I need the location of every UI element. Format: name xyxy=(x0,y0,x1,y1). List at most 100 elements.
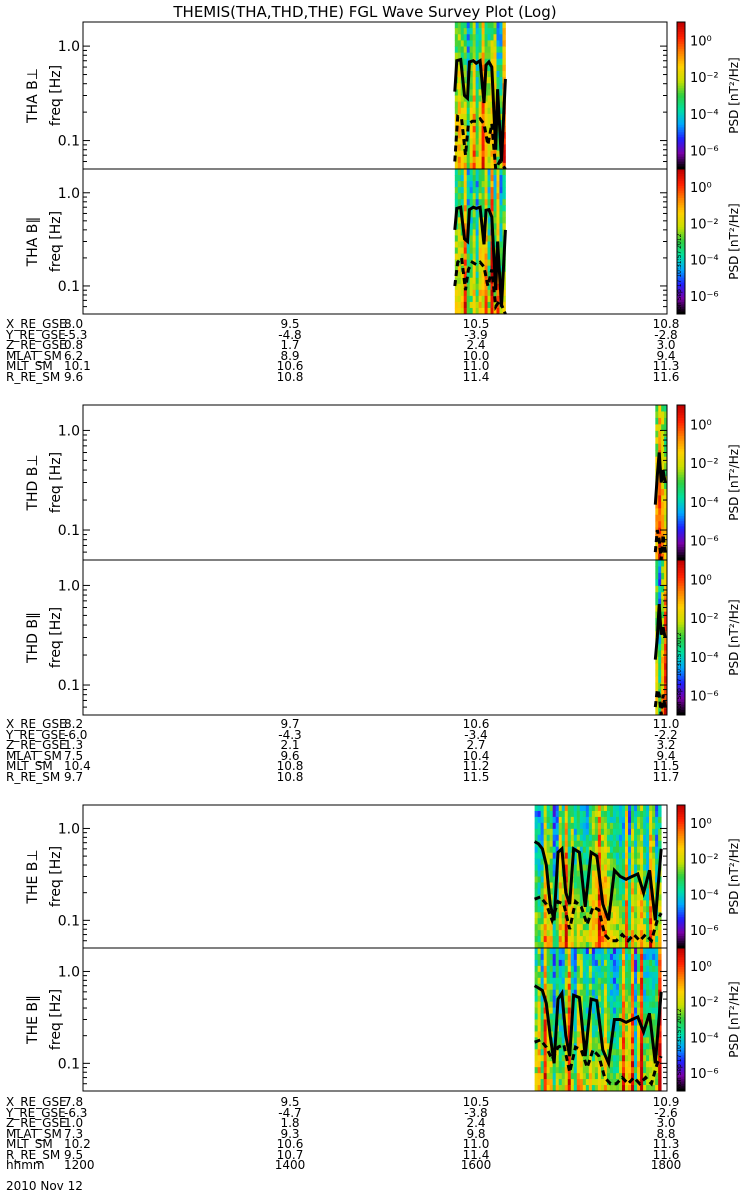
panel-1-spectrogram-cell xyxy=(466,193,471,200)
panel-1-spectrogram-cell xyxy=(493,223,497,230)
panel-1-spectrogram-cell xyxy=(478,223,483,230)
panel-5-spectrogram-cell xyxy=(582,965,587,973)
panel-5-spectrogram-cell xyxy=(597,1049,602,1056)
panel-5-spectrogram-cell xyxy=(615,1019,620,1026)
panel-4-spectrogram-cell xyxy=(606,840,611,848)
panel-5-spectrogram-cell xyxy=(543,983,548,991)
panel-1-colorbar-segment xyxy=(677,285,685,288)
panel-5-colorbar-segment xyxy=(677,1024,685,1028)
panel-4-spectrogram-cell xyxy=(649,822,653,830)
panel-5-spectrogram-cell xyxy=(579,1043,584,1050)
panel-0-spectrogram-cell xyxy=(493,71,497,78)
panel-5-spectrogram-cell xyxy=(585,1007,590,1014)
panel-1-colorbar-segment xyxy=(677,212,685,216)
panel-5-spectrogram-cell xyxy=(558,1037,563,1044)
panel-0-colorbar-segment xyxy=(677,31,685,35)
panel-4-spectrogram-cell xyxy=(631,846,635,854)
panel-5-spectrogram-cell xyxy=(558,1001,563,1008)
panel-5-spectrogram-cell xyxy=(618,983,623,991)
panel-1-spectrogram-cell xyxy=(487,223,491,230)
panel-4-spectrogram-cell xyxy=(621,900,626,907)
panel-1-spectrogram-cell xyxy=(496,217,500,224)
panel-4-spectrogram-cell xyxy=(637,918,641,925)
panel-4-colorbar-segment xyxy=(677,881,685,885)
panel-4-colorbar-segment xyxy=(677,871,685,875)
panel-3-ytick-label: 1.0 xyxy=(58,578,80,594)
panel-4-colorbar-segment xyxy=(677,850,685,854)
panel-1-spectrogram-cell xyxy=(493,211,497,218)
panel-5-spectrogram-cell xyxy=(594,1073,599,1080)
panel-5-spectrogram-cell xyxy=(600,1073,605,1080)
panel-5-spectrogram-cell xyxy=(649,1073,653,1080)
panel-5-spectrogram-cell xyxy=(628,1061,632,1068)
panel-5-spectrogram-cell xyxy=(640,1055,644,1062)
panel-5-spectrogram-cell xyxy=(615,965,620,973)
panel-4-spectrogram-cell xyxy=(600,918,605,925)
panel-5-spectrogram-cell xyxy=(567,1055,572,1062)
panel-4-spectrogram-cell xyxy=(634,930,638,937)
panel-5-spectrogram-cell xyxy=(540,1085,545,1092)
panel-0-spectrogram-cell xyxy=(475,22,480,29)
panel-4-spectrogram-cell xyxy=(628,870,632,877)
panel-1-spectrogram-cell xyxy=(490,295,494,303)
panel-5-spectrogram-cell xyxy=(567,1013,572,1020)
panel-5-spectrogram-cell xyxy=(615,959,620,967)
panel-4-spectrogram-cell xyxy=(540,894,545,901)
panel-4-spectrogram-cell xyxy=(549,805,554,812)
panel-5-spectrogram-cell xyxy=(585,959,590,967)
panel-5-spectrogram-cell xyxy=(570,989,575,997)
panel-4-spectrogram-cell xyxy=(573,882,578,889)
panel-5-spectrogram-cell xyxy=(643,1049,647,1056)
panel-1-spectrogram-cell xyxy=(490,301,494,309)
panel-0-spectrogram-cell xyxy=(460,113,465,121)
panel-5-spectrogram-cell xyxy=(597,948,602,955)
panel-4-spectrogram-cell xyxy=(549,936,554,943)
panel-1-spectrogram-cell xyxy=(478,199,483,206)
panel-5-spectrogram-cell xyxy=(652,965,656,973)
panel-0-spectrogram-cell xyxy=(457,83,462,90)
panel-5-spectrogram-cell xyxy=(567,977,572,985)
orbit-row-value: 9.6 xyxy=(64,369,84,384)
panel-5-spectrogram-cell xyxy=(600,983,605,991)
panel-5-spectrogram-cell xyxy=(646,983,650,991)
panel-4-spectrogram-cell xyxy=(594,900,599,907)
panel-5-spectrogram-cell xyxy=(609,1067,614,1074)
panel-1-spectrogram-cell xyxy=(481,181,485,188)
panel-5-spectrogram-cell xyxy=(549,953,554,961)
panel-5-spectrogram-cell xyxy=(582,1001,587,1008)
panel-4-spectrogram-cell xyxy=(567,834,572,842)
panel-4-spectrogram-cell xyxy=(643,822,647,830)
panel-4-spectrogram-cell xyxy=(543,942,548,949)
panel-4-spectrogram-cell xyxy=(558,912,563,919)
panel-5-spectrogram-cell xyxy=(558,1085,563,1092)
panel-0-spectrogram-cell xyxy=(502,34,506,41)
panel-5-spectrogram-cell xyxy=(534,1073,539,1080)
panel-5-spectrogram-cell xyxy=(537,1031,542,1038)
panel-1-colorbar-segment xyxy=(677,198,685,201)
panel-0-spectrogram-cell xyxy=(454,46,459,54)
orbit-row-value: 9.5 xyxy=(280,317,300,331)
panel-5-spectrogram-cell xyxy=(637,1067,641,1074)
panel-1-colorbar-segment xyxy=(677,292,685,296)
panel-1-spectrogram-cell xyxy=(484,235,488,242)
panel-2-spectrogram-cell xyxy=(658,424,662,432)
panel-4-spectrogram-cell xyxy=(540,870,545,877)
panel-2-ytick-label: 0.1 xyxy=(58,523,80,539)
panel-2-ylabel-sub: freq [Hz] xyxy=(48,452,64,513)
panel-3-spectrogram-cell xyxy=(655,682,659,690)
panel-0-spectrogram-cell xyxy=(469,95,474,103)
panel-4-spectrogram-cell xyxy=(579,828,584,836)
panel-5-spectrogram-cell xyxy=(652,1001,656,1008)
panel-3-spectrogram-cell xyxy=(655,708,659,716)
panel-4-spectrogram-cell xyxy=(625,828,629,836)
panel-1-colorbar-segment xyxy=(677,183,685,187)
panel-4-spectrogram-cell xyxy=(618,882,623,889)
panel-4-spectrogram-cell xyxy=(591,846,596,854)
panel-3-ylabel-main: THD B∥ xyxy=(25,612,41,664)
panel-1-spectrogram-cell xyxy=(454,187,459,194)
panel-5-spectrogram-cell xyxy=(603,989,608,997)
panel-0-spectrogram-cell xyxy=(478,28,483,35)
panel-4-spectrogram-cell xyxy=(591,876,596,883)
panel-0-colorbar-segment xyxy=(677,134,685,138)
panel-4-spectrogram-cell xyxy=(537,828,542,836)
